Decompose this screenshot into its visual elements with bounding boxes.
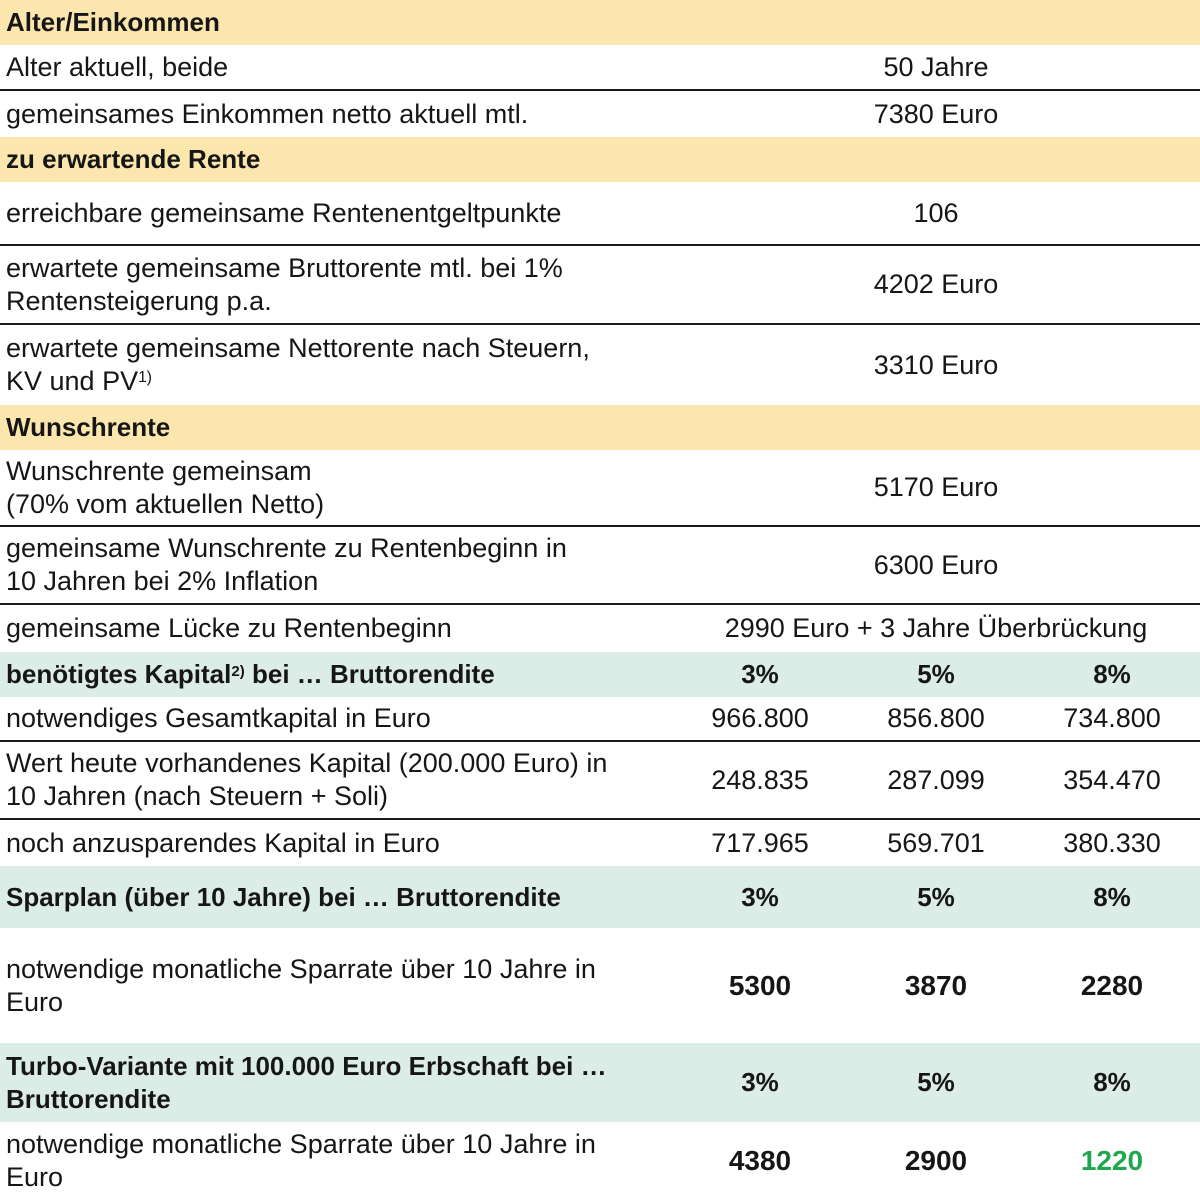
row-label: Wert heute vorhandenes Kapital (200.000 … [6, 748, 608, 811]
row-label: notwendiges Gesamtkapital in Euro [6, 703, 431, 734]
footnote-marker: 1) [138, 369, 153, 387]
section-header-row-zu-erwartende-rente: zu erwartende Rente [0, 137, 1200, 182]
row-label: Alter aktuell, beide [6, 51, 229, 82]
section-header-row-alter-einkommen: Alter/Einkommen [0, 0, 1200, 45]
rate-column-header-5pct: 5% [917, 881, 955, 912]
table-row: gemeinsame Lücke zu Rentenbeginn 2990 Eu… [0, 605, 1200, 652]
cell-value-8pct-highlighted: 1220 [1080, 1145, 1144, 1176]
cell-value-3pct: 5300 [728, 969, 792, 1001]
cell-value-5pct: 856.800 [887, 703, 985, 733]
footnote-marker: 2) [231, 662, 245, 680]
row-value: 50 Jahre [883, 51, 989, 82]
row-value: 2990 Euro + 3 Jahre Überbrückung [724, 613, 1148, 643]
section-title: benötigtes Kapital2) bei … Bruttorendite [0, 658, 672, 691]
table-row: erwartete gemeinsame Bruttorente mtl. be… [0, 246, 1200, 325]
cell-value-8pct: 354.470 [1063, 764, 1161, 795]
cell-value-8pct: 2280 [1080, 969, 1144, 1001]
rate-column-header-5pct: 5% [917, 659, 955, 689]
section-title: Turbo-Variante mit 100.000 Euro Erbschaf… [6, 1051, 607, 1114]
table-row: Wunschrente gemeinsam (70% vom aktuellen… [0, 450, 1200, 527]
section-header-row-sparplan: Sparplan (über 10 Jahre) bei … Bruttoren… [0, 866, 1200, 928]
row-label: gemeinsames Einkommen netto aktuell mtl. [6, 98, 529, 129]
table-row: noch anzusparendes Kapital in Euro 717.9… [0, 820, 1200, 866]
row-label: noch anzusparendes Kapital in Euro [6, 827, 440, 858]
rate-column-header-5pct: 5% [917, 1067, 955, 1097]
section-title: Wunschrente [6, 412, 171, 443]
section-title: zu erwartende Rente [6, 144, 261, 175]
section-header-row-wunschrente: Wunschrente [0, 405, 1200, 450]
cell-value-3pct: 717.965 [711, 827, 809, 858]
row-label-text: erwartete gemeinsame Nettorente nach Ste… [6, 333, 590, 396]
row-value: 7380 Euro [873, 98, 999, 129]
rate-column-header-8pct: 8% [1093, 881, 1131, 912]
section-title: Alter/Einkommen [6, 7, 220, 38]
row-label: notwendige monatliche Sparrate über 10 J… [6, 953, 596, 1017]
section-title: Sparplan (über 10 Jahre) bei … Bruttoren… [6, 881, 561, 912]
row-label: erwartete gemeinsame Bruttorente mtl. be… [6, 252, 563, 316]
section-header-row-benoetigtes-kapital: benötigtes Kapital2) bei … Bruttorendite… [0, 652, 1200, 697]
table-row: erreichbare gemeinsame Rentenentgeltpunk… [0, 182, 1200, 246]
row-label: gemeinsame Wunschrente zu Rentenbeginn i… [6, 533, 567, 596]
cell-value-5pct: 3870 [904, 969, 968, 1001]
cell-value-3pct: 966.800 [711, 703, 809, 733]
cell-value-8pct: 734.800 [1063, 703, 1161, 733]
row-value: 3310 Euro [873, 349, 999, 380]
section-header-row-turbo-variante: Turbo-Variante mit 100.000 Euro Erbschaf… [0, 1043, 1200, 1122]
cell-value-3pct: 4380 [728, 1145, 792, 1176]
row-label: erwartete gemeinsame Nettorente nach Ste… [0, 332, 672, 398]
table-row: Alter aktuell, beide 50 Jahre [0, 45, 1200, 91]
rate-column-header-3pct: 3% [741, 881, 779, 912]
cell-value-5pct: 2900 [904, 1145, 968, 1176]
rate-column-header-8pct: 8% [1093, 1067, 1131, 1097]
row-label: Wunschrente gemeinsam (70% vom aktuellen… [6, 455, 325, 519]
row-label: notwendige monatliche Sparrate über 10 J… [6, 1129, 596, 1192]
table-row: Wert heute vorhandenes Kapital (200.000 … [0, 742, 1200, 820]
rate-column-header-8pct: 8% [1093, 659, 1131, 689]
table-row: notwendiges Gesamtkapital in Euro 966.80… [0, 697, 1200, 742]
section-title-rest: bei … Bruttorendite [244, 659, 495, 690]
table-row: gemeinsame Wunschrente zu Rentenbeginn i… [0, 527, 1200, 605]
row-label: erreichbare gemeinsame Rentenentgeltpunk… [6, 197, 562, 228]
cell-value-3pct: 248.835 [711, 764, 809, 795]
row-value: 6300 Euro [873, 549, 999, 580]
rate-column-header-3pct: 3% [741, 659, 779, 689]
cell-value-5pct: 569.701 [887, 827, 985, 858]
table-row: erwartete gemeinsame Nettorente nach Ste… [0, 325, 1200, 405]
cell-value-8pct: 380.330 [1063, 827, 1161, 858]
rate-column-header-3pct: 3% [741, 1067, 779, 1097]
row-value: 5170 Euro [873, 472, 999, 502]
cell-value-5pct: 287.099 [887, 764, 985, 795]
section-title-text: benötigtes Kapital [6, 659, 232, 690]
table-row: notwendige monatliche Sparrate über 10 J… [0, 928, 1200, 1043]
table-row: gemeinsames Einkommen netto aktuell mtl.… [0, 91, 1200, 137]
table-row: notwendige monatliche Sparrate über 10 J… [0, 1122, 1200, 1200]
row-label: gemeinsame Lücke zu Rentenbeginn [6, 613, 452, 644]
row-value: 4202 Euro [873, 269, 999, 299]
row-value: 106 [913, 197, 959, 228]
